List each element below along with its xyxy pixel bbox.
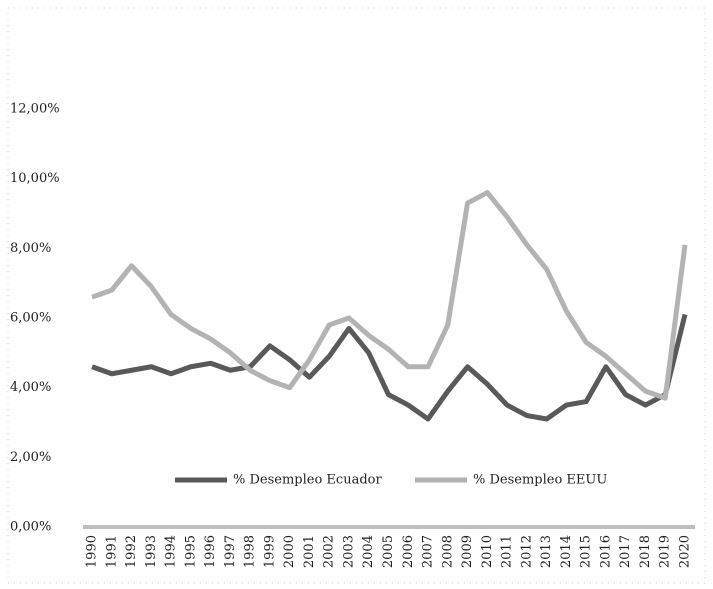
x-tick-label: 2002 [322, 535, 337, 568]
x-tick-label: 2016 [598, 535, 613, 568]
x-tick-label: 2014 [559, 535, 574, 568]
x-tick-label: 2019 [658, 535, 673, 568]
legend-label: % Desempleo EEUU [473, 473, 607, 488]
x-tick-label: 2007 [421, 535, 436, 568]
y-tick-label: 10,00% [10, 171, 60, 186]
x-tick-label: 1996 [203, 535, 218, 568]
legend-label: % Desempleo Ecuador [233, 473, 382, 488]
x-tick-label: 1997 [223, 535, 238, 568]
x-tick-label: 2015 [579, 535, 594, 568]
x-tick-label: 1992 [124, 535, 139, 568]
x-tick-label: 2008 [440, 535, 455, 568]
y-tick-label: 4,00% [10, 380, 51, 395]
x-tick-label: 1991 [104, 535, 119, 568]
x-tick-label: 2012 [519, 535, 534, 568]
y-tick-label: 0,00% [10, 520, 51, 535]
x-tick-label: 1993 [144, 535, 159, 568]
x-tick-label: 2001 [302, 535, 317, 568]
y-tick-label: 12,00% [10, 102, 60, 117]
x-tick-label: 2000 [282, 535, 297, 568]
x-tick-label: 2003 [341, 535, 356, 568]
y-tick-label: 8,00% [10, 241, 51, 256]
x-tick-label: 2013 [539, 535, 554, 568]
series-line [91, 313, 688, 422]
y-tick-label: 6,00% [10, 311, 51, 326]
x-tick-label: 2011 [500, 535, 515, 568]
x-tick-label: 2005 [381, 535, 396, 568]
x-tick-label: 1998 [243, 535, 258, 568]
x-tick-label: 2010 [480, 535, 495, 568]
x-tick-label: 1999 [262, 535, 277, 568]
x-tick-label: 1994 [164, 535, 179, 568]
x-tick-label: 2006 [401, 535, 416, 568]
x-tick-label: 1995 [183, 535, 198, 568]
x-tick-label: 2020 [678, 535, 693, 568]
x-tick-label: 1990 [85, 535, 100, 568]
x-tick-label: 2009 [460, 535, 475, 568]
x-tick-label: 2018 [638, 535, 653, 568]
x-tick-label: 2004 [361, 535, 376, 568]
y-tick-label: 2,00% [10, 450, 51, 465]
x-tick-label: 2017 [618, 535, 633, 568]
chart-border [7, 7, 706, 584]
series-line [91, 190, 688, 401]
